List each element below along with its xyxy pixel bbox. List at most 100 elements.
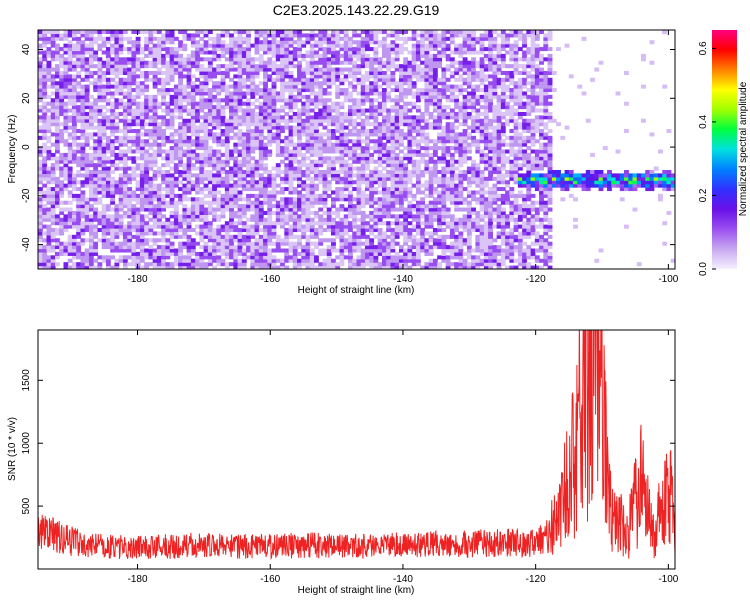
- heatmap-cell: [190, 115, 196, 120]
- heatmap-cell: [386, 67, 392, 72]
- heatmap-cell: [297, 193, 302, 198]
- heatmap-cell: [156, 224, 162, 229]
- heatmap-cell: [420, 146, 426, 151]
- heatmap-cell: [348, 258, 353, 263]
- heatmap-cell: [199, 43, 205, 48]
- heatmap-cell: [280, 84, 285, 89]
- heatmap-cell: [212, 88, 217, 93]
- heatmap-cell: [237, 152, 243, 157]
- heatmap-cell: [364, 47, 370, 52]
- heatmap-cell: [343, 146, 349, 151]
- heatmap-cell: [139, 57, 145, 62]
- heatmap-cell: [301, 105, 307, 110]
- heatmap-cell: [139, 197, 145, 202]
- heatmap-cell: [288, 248, 294, 253]
- heatmap-cell: [195, 200, 200, 205]
- heatmap-cell: [241, 238, 247, 243]
- heatmap-cell: [212, 207, 217, 212]
- heatmap-cell: [165, 53, 171, 58]
- heatmap-cell: [394, 135, 400, 140]
- heatmap-cell: [356, 122, 362, 127]
- heatmap-cell: [152, 43, 158, 48]
- heatmap-cell: [386, 57, 392, 62]
- heatmap-cell: [288, 241, 294, 246]
- heatmap-cell: [118, 67, 124, 72]
- heatmap-cell: [377, 101, 383, 106]
- heatmap-cell: [38, 84, 43, 89]
- heatmap-cell: [71, 152, 77, 157]
- heatmap-cell: [250, 94, 256, 99]
- heatmap-cell: [297, 262, 302, 267]
- heatmap-cell: [84, 156, 90, 161]
- heatmap-cell: [203, 187, 209, 192]
- heatmap-cell: [161, 204, 166, 209]
- heatmap-cell: [364, 30, 370, 35]
- heatmap-cell: [360, 88, 366, 93]
- heatmap-cell: [275, 166, 281, 171]
- heatmap-cell: [139, 101, 145, 106]
- heatmap-cell: [322, 125, 328, 130]
- heatmap-cell: [335, 221, 341, 226]
- heatmap-cell: [110, 139, 116, 144]
- heatmap-cell: [110, 197, 116, 202]
- heatmap-cell: [54, 139, 60, 144]
- heatmap-cell: [88, 146, 94, 151]
- heatmap-cell: [420, 234, 426, 239]
- heatmap-cell: [84, 197, 90, 202]
- heatmap-cell: [369, 210, 375, 215]
- heatmap-cell: [195, 190, 200, 195]
- heatmap-cell: [343, 98, 349, 103]
- heatmap-cell: [411, 241, 417, 246]
- heatmap-cell: [190, 228, 196, 233]
- heatmap-cell: [263, 91, 268, 96]
- heatmap-cell: [161, 108, 166, 113]
- heatmap-cell: [297, 53, 302, 58]
- heatmap-cell: [331, 173, 336, 178]
- heatmap-cell: [190, 88, 196, 93]
- heatmap-cell: [403, 210, 409, 215]
- heatmap-cell: [348, 129, 353, 134]
- heatmap-cell: [38, 197, 43, 202]
- heatmap-cell: [241, 183, 247, 188]
- heatmap-cell: [292, 190, 298, 195]
- heatmap-cell: [377, 238, 383, 243]
- heatmap-cell: [46, 125, 52, 130]
- heatmap-cell: [216, 200, 222, 205]
- heatmap-cell: [212, 251, 217, 256]
- heatmap-cell: [364, 193, 370, 198]
- heatmap-cell: [394, 94, 400, 99]
- heatmap-cell: [331, 231, 336, 236]
- heatmap-cell: [131, 67, 137, 72]
- heatmap-cell: [152, 248, 158, 253]
- heatmap-cell: [415, 187, 421, 192]
- heatmap-cell: [135, 217, 141, 222]
- heatmap-cell: [71, 94, 77, 99]
- heatmap-cell: [220, 159, 226, 164]
- heatmap-cell: [203, 132, 209, 137]
- heatmap-cell: [297, 67, 302, 72]
- heatmap-cell: [301, 33, 307, 38]
- heatmap-cell: [131, 60, 137, 65]
- heatmap-cell: [161, 129, 166, 134]
- heatmap-cell: [156, 88, 162, 93]
- heatmap-cell: [364, 163, 370, 168]
- heatmap-cell: [148, 197, 154, 202]
- heatmap-cell: [203, 122, 209, 127]
- heatmap-cell: [165, 245, 171, 250]
- heatmap-cell: [131, 217, 137, 222]
- heatmap-cell: [288, 105, 294, 110]
- heatmap-cell: [63, 36, 69, 41]
- heatmap-cell: [148, 228, 154, 233]
- heatmap-cell: [373, 122, 379, 127]
- heatmap-cell: [199, 108, 205, 113]
- heatmap-cell: [186, 190, 192, 195]
- heatmap-cell: [212, 180, 217, 185]
- heatmap-cell: [101, 50, 107, 55]
- heatmap-cell: [360, 53, 366, 58]
- heatmap-cell: [284, 166, 290, 171]
- heatmap-cell: [152, 47, 158, 52]
- heatmap-cell: [305, 135, 311, 140]
- heatmap-cell: [339, 241, 345, 246]
- heatmap-cell: [178, 193, 183, 198]
- heatmap-cell: [135, 210, 141, 215]
